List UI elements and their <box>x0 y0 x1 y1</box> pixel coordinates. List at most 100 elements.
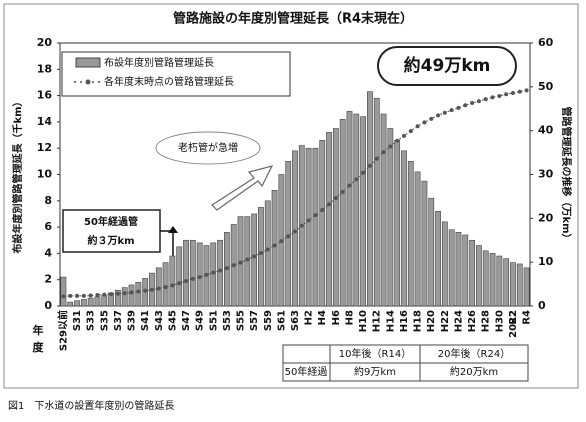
line-marker <box>75 293 80 298</box>
y-tick-label: 8 <box>44 194 52 207</box>
x-tick-label: S53 <box>222 310 233 331</box>
line-marker <box>279 239 284 244</box>
bar <box>80 299 87 307</box>
line-marker <box>61 294 66 299</box>
x-tick-label: S55 <box>236 310 247 331</box>
bar <box>128 284 135 307</box>
bar <box>67 301 74 307</box>
line-marker <box>136 289 141 294</box>
chart-title: 管路施設の年度別管理延長（R4末現在） <box>173 11 413 27</box>
x-tick-label: S61 <box>276 310 287 331</box>
line-marker <box>429 116 434 121</box>
legend-label: 各年度末時点の管路管理延長 <box>104 75 234 88</box>
bar <box>121 287 128 307</box>
bar <box>251 213 258 307</box>
x-tick-label: H22 <box>440 310 451 332</box>
bar <box>60 276 67 307</box>
table-cell: 50年経過 <box>285 365 328 378</box>
x-tick-label: H10 <box>358 310 369 332</box>
bar <box>373 97 380 307</box>
bar <box>189 239 196 307</box>
x-tick-label: H26 <box>467 310 478 332</box>
total-callout <box>377 46 517 86</box>
frame <box>3 3 579 389</box>
bar <box>510 262 516 307</box>
x-tick-label: S33 <box>86 310 97 331</box>
bar <box>407 161 414 307</box>
x-tick-label: S47 <box>181 310 192 331</box>
line-marker <box>184 279 189 284</box>
bar <box>435 211 441 307</box>
bar <box>421 180 428 307</box>
y2-axis-label: 管路管理延長の推移（万km） <box>560 106 573 243</box>
line-marker <box>313 213 318 218</box>
line-marker <box>320 208 325 213</box>
y2-tick-label: 0 <box>538 299 546 312</box>
table-header: 10年後（R14） <box>339 347 411 360</box>
x-tick-label: S43 <box>154 310 165 331</box>
line-marker <box>401 133 406 138</box>
table-header: 20年後（R24） <box>438 347 510 360</box>
line-marker <box>122 291 127 296</box>
line-marker <box>68 293 73 298</box>
fifty-title: 50年経過管 <box>84 215 138 228</box>
bar <box>367 91 373 307</box>
y-tick-label: 20 <box>37 36 53 49</box>
bar <box>503 258 510 307</box>
y-tick-label: 14 <box>37 115 53 128</box>
bar <box>394 140 401 307</box>
bar <box>312 147 319 307</box>
line-marker <box>361 170 366 175</box>
bar <box>387 128 394 307</box>
x-tick-label: S63 <box>290 310 301 331</box>
x-tick-label: S57 <box>249 310 260 331</box>
y-axis-label: 布設年度別管路管理延長（千km） <box>11 96 24 253</box>
bar <box>271 189 278 307</box>
total-label: 約49万km <box>404 55 491 76</box>
line-marker <box>218 268 223 273</box>
y2-tick-label: 20 <box>538 211 554 224</box>
line-marker <box>415 124 420 129</box>
line-marker <box>395 138 400 143</box>
y-tick-label: 10 <box>37 168 53 181</box>
table-cell: 約20万km <box>450 365 498 378</box>
line-marker <box>483 97 488 102</box>
y-tick-label: 6 <box>44 220 52 233</box>
x-tick-label: R4 <box>522 310 533 325</box>
y-tick-label: 0 <box>44 299 52 312</box>
line-marker <box>143 288 148 293</box>
y2-tick-label: 30 <box>538 168 554 181</box>
x-tick-label: S45 <box>167 310 178 331</box>
bar <box>360 116 367 307</box>
bar <box>516 263 523 307</box>
line-marker <box>115 291 120 296</box>
line-marker <box>293 229 297 234</box>
legend-marker <box>85 79 91 85</box>
bar <box>326 132 332 307</box>
bar <box>319 140 326 307</box>
line-marker <box>272 243 277 248</box>
bar <box>74 300 80 307</box>
line-marker <box>286 234 291 239</box>
aging-label: 老朽管が急増 <box>178 141 238 154</box>
line-marker <box>170 283 175 288</box>
x-tick-label: H18 <box>413 310 424 332</box>
fifty-arrow-head <box>168 226 178 233</box>
x-tick-label: S49 <box>195 310 206 331</box>
bar <box>115 289 121 307</box>
line-marker <box>422 120 427 125</box>
line-marker <box>109 292 114 297</box>
x-tick-label: S51 <box>208 310 219 331</box>
x-tick-label: S31 <box>72 310 83 331</box>
line-marker <box>456 105 461 110</box>
line-marker <box>470 101 475 106</box>
x-tick-label: H16 <box>399 310 410 332</box>
x-tick-label: H4 <box>317 310 328 325</box>
x-tick-label: S39 <box>127 310 138 331</box>
line-marker <box>81 293 86 298</box>
bar <box>135 282 142 307</box>
y2-tick-label: 40 <box>538 124 554 137</box>
x-tick-label: H14 <box>385 310 396 332</box>
fifty-value: 約３万km <box>87 234 134 247</box>
bar <box>176 246 183 307</box>
